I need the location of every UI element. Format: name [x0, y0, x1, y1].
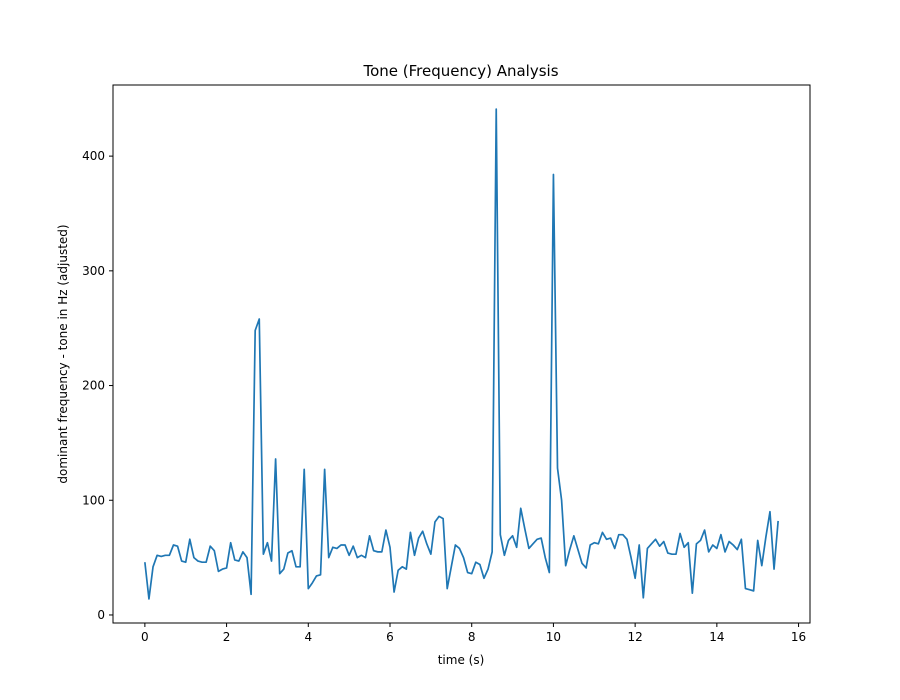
y-tick-label: 300 — [82, 264, 105, 278]
x-axis-label: time (s) — [438, 653, 485, 667]
y-tick-label: 200 — [82, 379, 105, 393]
plot-frame — [112, 84, 811, 624]
x-axis-ticks: 0 2 4 6 8 10 12 14 16 — [141, 623, 806, 644]
y-axis-ticks: 0 100 200 300 400 — [82, 149, 113, 622]
plot-area — [144, 108, 779, 600]
y-tick-label: 100 — [82, 493, 105, 507]
y-tick-label: 0 — [97, 608, 105, 622]
x-tick-label: 16 — [791, 630, 806, 644]
x-tick-label: 8 — [468, 630, 476, 644]
x-tick-label: 2 — [223, 630, 231, 644]
x-tick-label: 12 — [627, 630, 642, 644]
chart-title: Tone (Frequency) Analysis — [362, 62, 558, 80]
x-tick-label: 0 — [141, 630, 149, 644]
y-axis-label: dominant frequency - tone in Hz (adjuste… — [56, 224, 70, 483]
x-tick-label: 14 — [709, 630, 724, 644]
x-tick-label: 6 — [386, 630, 394, 644]
y-tick-label: 400 — [82, 149, 105, 163]
x-tick-label: 10 — [546, 630, 561, 644]
series-line — [144, 108, 779, 600]
x-tick-label: 4 — [304, 630, 312, 644]
